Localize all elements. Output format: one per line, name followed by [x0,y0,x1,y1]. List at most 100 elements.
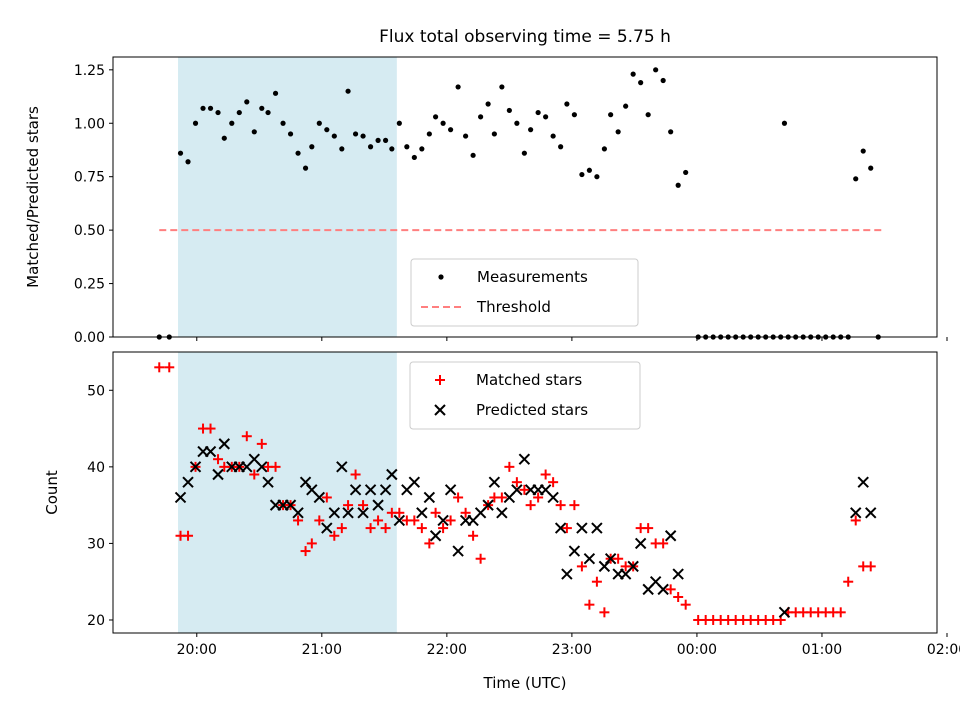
legend-entry: Measurements [438,268,588,286]
predicted-star-point [408,476,421,488]
predicted-star-point [568,545,581,557]
predicted-star-point [342,507,354,519]
y-tick-label: 0.75 [74,170,105,186]
measurement-point [419,146,425,152]
legend-marker [438,274,444,280]
legend-box [410,258,639,327]
measurement-point [675,182,681,188]
matched-star-point [293,515,304,526]
predicted-star-point [561,568,573,580]
measurement-point [396,120,402,126]
predicted-star-point [256,461,268,473]
series-measurements [156,67,881,340]
measurement-point [781,120,788,126]
matched-star-point [409,515,420,526]
predicted-star-point [416,507,428,519]
y-tick-label: 0.50 [74,223,105,239]
measurement-point [382,137,389,143]
measurement-point [514,120,520,126]
x-tick-label: 22:00 [427,642,467,658]
matched-star-point [270,461,281,472]
matched-star-point [533,492,544,503]
predicted-star-point [328,507,341,519]
legend: Matched stars Predicted stars [409,361,641,430]
matched-star-point [416,523,427,534]
predicted-star-point [591,522,603,534]
matched-star-point [365,523,376,534]
x-axis-label: Time (UTC) [483,674,567,692]
measurement-point [207,105,214,111]
y-tick-label: 30 [87,536,105,552]
measurement-point [280,120,286,126]
predicted-star-point [437,514,449,527]
matched-star-point [213,454,224,465]
matched-star-point [468,530,479,541]
predicted-star-point [386,468,398,481]
measurement-point [638,80,644,86]
matched-star-point [445,515,456,526]
predicted-star-point [604,553,617,565]
matched-star-point [300,546,311,557]
matched-star-point [205,423,216,434]
x-tick-label: 20:00 [177,642,217,658]
predicted-star-point [204,445,217,458]
measurement-point [683,169,689,176]
predicted-star-point [429,530,442,542]
measurement-point [463,133,469,139]
x-tick-label: 01:00 [802,642,842,658]
predicted-star-point [218,438,230,450]
measurement-point [550,133,556,139]
measurement-point [360,133,366,139]
matched-star-point [306,538,317,549]
matched-star-point [329,530,340,541]
measurement-point [265,109,271,116]
matched-star-point [613,553,624,564]
predicted-star-point [444,484,457,496]
matched-star-point [154,362,165,373]
measurement-point [287,131,294,137]
matched-star-point [424,538,435,549]
measurement-point [455,84,461,90]
predicted-star-point [379,484,392,496]
predicted-star-point [627,560,639,573]
predicted-star-point [583,553,596,565]
measurement-point [302,165,309,171]
legend-entry: Predicted stars [434,401,588,419]
measurement-point [571,112,577,118]
top-panel: 0.00 0.25 0.50 0.75 1.00 1.25 Matched/Predicte… [24,56,948,346]
axes-frame [112,351,938,634]
measurement-point [615,129,621,135]
measurement-point [645,112,651,118]
bottom-panel: 20 30 40 50 20:00 21:00 22:00 23:00 00:00 01:00 02… [43,351,960,692]
predicted-star-point [262,476,274,488]
measurement-point [448,127,454,133]
x-tick-label: 23:00 [552,642,592,658]
predicted-star-point [488,476,501,488]
chart-title: Flux total observing time = 5.75 h [379,27,671,47]
measurement-point [440,120,446,126]
predicted-star-point [576,522,588,534]
measurement-point [295,150,301,156]
matched-star-point [373,515,384,526]
legend: Measurements Threshold [410,258,639,327]
measurement-point [200,105,206,111]
measurement-point [668,129,674,135]
y-tick-label: 50 [87,383,105,399]
y-tick-label: 0.25 [74,277,105,293]
measurement-point [251,129,257,135]
observing-window-shade [178,352,397,633]
x-tick-label: 02:00 [927,642,960,658]
matched-star-point [525,500,536,511]
matched-star-point [496,492,507,503]
measurement-point [331,133,337,139]
series-matched-stars [154,362,876,625]
measurement-point [470,152,476,158]
matched-star-point [164,362,175,373]
legend-label: Matched stars [476,371,582,389]
measurement-point [630,71,636,77]
matched-star-point [519,484,530,495]
legend-label: Predicted stars [476,401,588,419]
matched-star-point [430,507,441,518]
measurement-point [499,84,505,90]
matched-star-point [475,553,486,564]
